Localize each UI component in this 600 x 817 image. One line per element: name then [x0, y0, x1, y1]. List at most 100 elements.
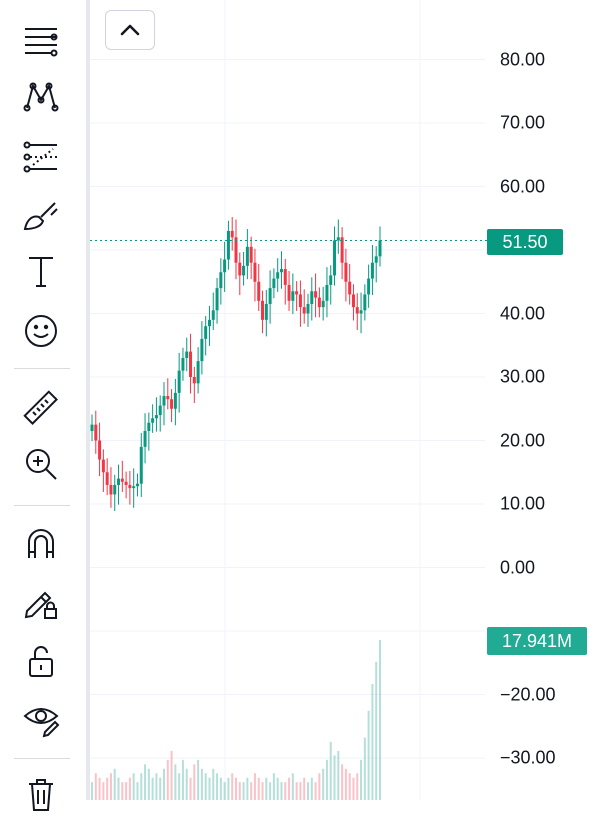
volume-bar — [102, 782, 105, 800]
candle-body — [348, 281, 352, 295]
candle-body — [223, 259, 227, 273]
volume-bar — [128, 777, 131, 800]
pattern-tool-button[interactable] — [18, 75, 64, 121]
candle-body — [109, 484, 113, 495]
price-axis-label: 40.00 — [500, 303, 546, 323]
collapse-toolbar-button[interactable] — [105, 10, 155, 50]
volume-bar — [348, 773, 351, 800]
price-axis-label: 30.00 — [500, 366, 546, 387]
candle-body — [219, 272, 223, 289]
candle-body — [166, 396, 170, 400]
unlock-button[interactable] — [18, 638, 64, 684]
candle-body — [230, 230, 234, 238]
price-axis-label: 60.00 — [500, 176, 546, 196]
ruler-tool-icon — [23, 390, 58, 425]
volume-bar — [310, 777, 313, 800]
candle-body — [253, 262, 257, 282]
emoji-tool-button[interactable] — [18, 308, 64, 354]
volume-bar — [223, 782, 226, 800]
magnet-mode-button[interactable] — [18, 521, 64, 567]
volume-bar — [276, 777, 279, 800]
candle-body — [306, 303, 310, 314]
candle-body — [135, 483, 139, 487]
volume-bar — [106, 777, 109, 800]
candle-body — [325, 284, 329, 301]
volume-bar — [109, 773, 112, 800]
candle-body — [132, 486, 136, 489]
volume-bar — [140, 773, 143, 800]
candle-body — [264, 303, 268, 320]
candle-body — [276, 272, 280, 279]
prediction-tool-icon — [23, 141, 57, 173]
volume-bar — [352, 777, 355, 800]
brush-tool-button[interactable] — [18, 194, 64, 240]
price-axis-label: −20.00 — [500, 684, 556, 704]
prediction-tool-button[interactable] — [18, 134, 64, 180]
candle-body — [170, 399, 174, 409]
volume-bar — [303, 777, 306, 800]
brush-tool-icon — [23, 202, 58, 231]
price-axis-label: 10.00 — [500, 493, 546, 514]
delete-drawings-icon — [29, 779, 53, 811]
hide-drawings-button[interactable] — [18, 695, 64, 741]
volume-bar — [204, 773, 207, 800]
volume-bar — [329, 742, 332, 800]
candle-body — [185, 351, 189, 358]
candle-body — [245, 246, 249, 266]
volume-bar — [197, 759, 200, 800]
candle-body — [204, 326, 208, 339]
volume-bar — [200, 768, 203, 800]
candle-body — [211, 310, 215, 320]
unlock-icon — [29, 646, 53, 677]
volume-bar — [318, 773, 321, 800]
delete-drawings-button[interactable] — [18, 771, 64, 817]
candle-body — [238, 262, 242, 276]
volume-bar — [132, 773, 135, 800]
zoom-in-tool-button[interactable] — [18, 441, 64, 487]
ruler-tool-button[interactable] — [18, 385, 64, 431]
volume-bar — [227, 777, 230, 800]
candle-body — [128, 484, 132, 489]
chart-area[interactable] — [90, 0, 600, 800]
candle-body — [207, 319, 211, 327]
lock-drawings-icon — [24, 591, 57, 619]
volume-bar — [151, 777, 154, 800]
candle-body — [336, 237, 340, 241]
trend-line-tool-button[interactable] — [18, 20, 64, 66]
candle-body — [189, 351, 193, 377]
volume-bar — [166, 759, 169, 800]
candle-body — [226, 230, 230, 260]
candle-body — [242, 265, 246, 276]
candle-body — [378, 240, 382, 257]
lock-drawings-button[interactable] — [18, 578, 64, 624]
zoom-in-tool-icon — [26, 449, 57, 480]
candle-body — [124, 481, 128, 485]
volume-bar — [136, 782, 139, 800]
volume-bar — [280, 782, 283, 800]
volume-bar — [121, 782, 124, 800]
text-tool-button[interactable] — [18, 249, 64, 295]
volume-bar — [371, 684, 374, 800]
volume-bar — [178, 773, 181, 800]
volume-bar — [174, 764, 177, 800]
candle-body — [261, 300, 265, 320]
volume-bar — [291, 773, 294, 800]
candle-body — [196, 361, 200, 384]
volume-bar — [125, 782, 128, 800]
candle-body — [257, 281, 261, 301]
volume-bar — [375, 661, 378, 800]
candle-body — [143, 430, 147, 447]
volume-bar — [253, 773, 256, 800]
candle-body — [158, 405, 162, 416]
toolbar-separator — [14, 758, 70, 759]
candle-body — [359, 310, 363, 314]
chevron-up-icon — [120, 24, 140, 36]
volume-bar — [269, 782, 272, 800]
volume-bar — [325, 759, 328, 800]
last-volume-label: 17.941M — [487, 627, 587, 655]
volume-bar — [181, 759, 184, 800]
candle-body — [291, 291, 295, 301]
price-chart[interactable] — [90, 0, 600, 800]
candle-body — [333, 240, 337, 276]
volume-bar — [314, 782, 317, 800]
